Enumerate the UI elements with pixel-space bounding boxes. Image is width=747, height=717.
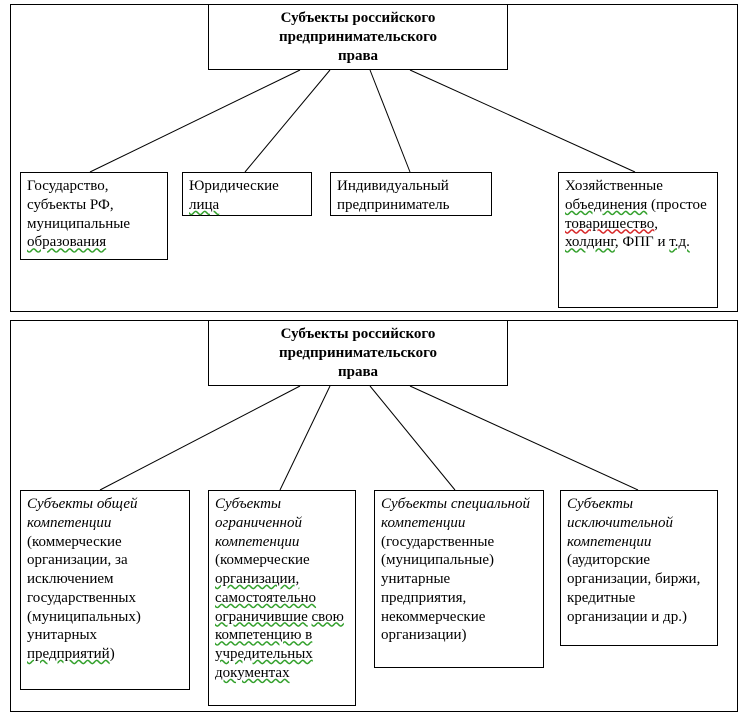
underlined-text: самостоятельно — [215, 590, 316, 606]
diagram1-child: Индивидуальный предприниматель — [330, 172, 492, 216]
root-title-line: права — [215, 47, 501, 66]
underlined-text: лица — [189, 197, 219, 213]
underlined-text: товаришество — [565, 216, 654, 232]
underlined-text: компетенцию в — [215, 627, 312, 643]
root-title-line: права — [215, 363, 501, 382]
root-title-line: Субъекты российского — [215, 9, 501, 28]
underlined-text: свою — [312, 609, 344, 625]
child-italic-title: Субъекты общей компетенции — [27, 496, 138, 531]
root-title-line: Субъекты российского — [215, 325, 501, 344]
underlined-text: холдинг — [565, 234, 615, 250]
diagram1-child: Юридические лица — [182, 172, 312, 216]
diagram1-child: Хозяйственные объединения (простое товар… — [558, 172, 718, 308]
child-italic-title: Субъекты ограниченной компетенции — [215, 496, 302, 550]
diagram1-root: Субъекты российскогопредпринимательского… — [208, 4, 508, 70]
diagram2-child: Субъекты общей компетенции (коммерческие… — [20, 490, 190, 690]
diagram2-child: Субъекты исключительной компетенции (ауд… — [560, 490, 718, 646]
underlined-text: объединения — [565, 197, 647, 213]
diagram1-child: Государство, субъекты РФ, муниципальные … — [20, 172, 168, 260]
root-title-line: предпринимательского — [215, 344, 501, 363]
underlined-text: организации, — [215, 571, 299, 587]
underlined-text: предприятий — [27, 646, 110, 662]
diagram2-child: Субъекты специальной компетенции (госуда… — [374, 490, 544, 668]
underlined-text: образования — [27, 234, 106, 250]
underlined-text: учредительных — [215, 646, 313, 662]
diagram2-root: Субъекты российскогопредпринимательского… — [208, 320, 508, 386]
diagram2-child: Субъекты ограниченной компетенции (комме… — [208, 490, 356, 706]
underlined-text: т.д. — [669, 234, 690, 250]
underlined-text: ограничившие — [215, 609, 308, 625]
underlined-text: документах — [215, 665, 290, 681]
child-italic-title: Субъекты исключительной компетенции — [567, 496, 673, 550]
root-title-line: предпринимательского — [215, 28, 501, 47]
child-italic-title: Субъекты специальной компетенции — [381, 496, 530, 531]
